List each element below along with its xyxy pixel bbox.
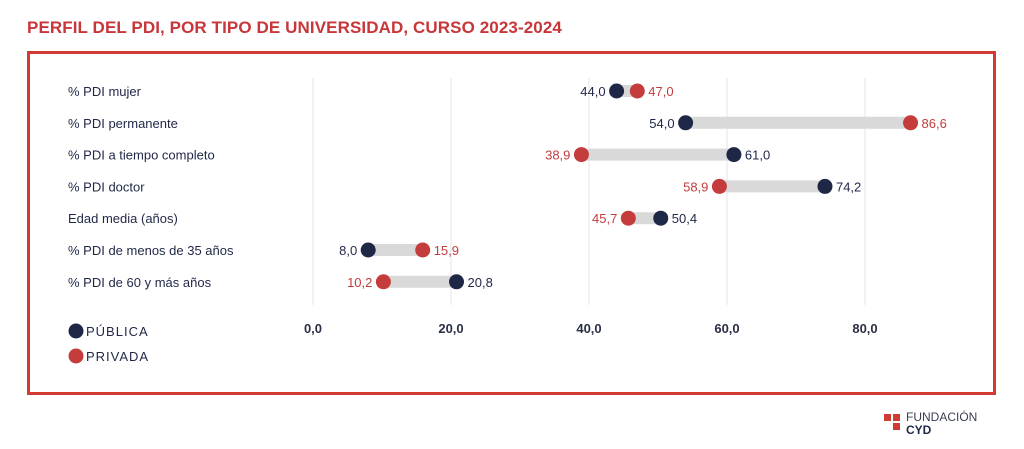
chart-title: PERFIL DEL PDI, POR TIPO DE UNIVERSIDAD,… xyxy=(27,18,562,37)
category-label: % PDI permanente xyxy=(68,116,178,131)
category-label: % PDI mujer xyxy=(68,84,142,99)
privada-dot xyxy=(375,274,391,290)
legend-dot-privada xyxy=(68,348,84,364)
category-label: % PDI de 60 y más años xyxy=(68,275,212,290)
publica-value-label: 50,4 xyxy=(672,211,697,226)
privada-value-label: 58,9 xyxy=(683,179,708,194)
publica-value-label: 44,0 xyxy=(580,84,605,99)
privada-dot xyxy=(629,83,645,99)
publica-dot xyxy=(817,178,833,194)
privada-value-label: 86,6 xyxy=(922,116,947,131)
publica-value-label: 61,0 xyxy=(745,148,770,163)
legend-label: PRIVADA xyxy=(86,349,149,364)
privada-value-label: 15,9 xyxy=(434,243,459,258)
privada-value-label: 38,9 xyxy=(545,148,570,163)
publica-dot xyxy=(726,147,742,163)
logo-line2: CYD xyxy=(906,423,932,437)
publica-value-label: 54,0 xyxy=(649,116,674,131)
logo-square-icon xyxy=(893,423,900,430)
x-tick-label: 20,0 xyxy=(438,321,463,336)
publica-dot xyxy=(653,210,669,226)
category-label: % PDI a tiempo completo xyxy=(68,148,215,163)
privada-dot xyxy=(903,115,919,131)
privada-value-label: 45,7 xyxy=(592,211,617,226)
privada-dot xyxy=(620,210,636,226)
logo-square-icon xyxy=(893,414,900,421)
legend-label: PÚBLICA xyxy=(86,324,149,339)
x-tick-label: 80,0 xyxy=(852,321,877,336)
publica-dot xyxy=(449,274,465,290)
legend-dot-publica xyxy=(68,323,84,339)
publica-value-label: 20,8 xyxy=(468,275,493,290)
logo-square-icon xyxy=(884,414,891,421)
fundacion-cyd-logo: FUNDACIÓN CYD xyxy=(884,406,1004,443)
privada-value-label: 10,2 xyxy=(347,275,372,290)
category-label: % PDI doctor xyxy=(68,179,145,194)
privada-value-label: 47,0 xyxy=(648,84,673,99)
publica-dot xyxy=(360,242,376,258)
publica-dot xyxy=(678,115,694,131)
publica-value-label: 8,0 xyxy=(339,243,357,258)
privada-dot xyxy=(415,242,431,258)
privada-dot xyxy=(573,147,589,163)
chart-frame xyxy=(27,51,996,395)
publica-dot xyxy=(609,83,625,99)
x-tick-label: 60,0 xyxy=(714,321,739,336)
privada-dot xyxy=(711,178,727,194)
publica-value-label: 74,2 xyxy=(836,179,861,194)
logo-line1: FUNDACIÓN xyxy=(906,409,977,424)
x-tick-label: 0,0 xyxy=(304,321,322,336)
x-tick-label: 40,0 xyxy=(576,321,601,336)
category-label: % PDI de menos de 35 años xyxy=(68,243,234,258)
category-label: Edad media (años) xyxy=(68,211,178,226)
